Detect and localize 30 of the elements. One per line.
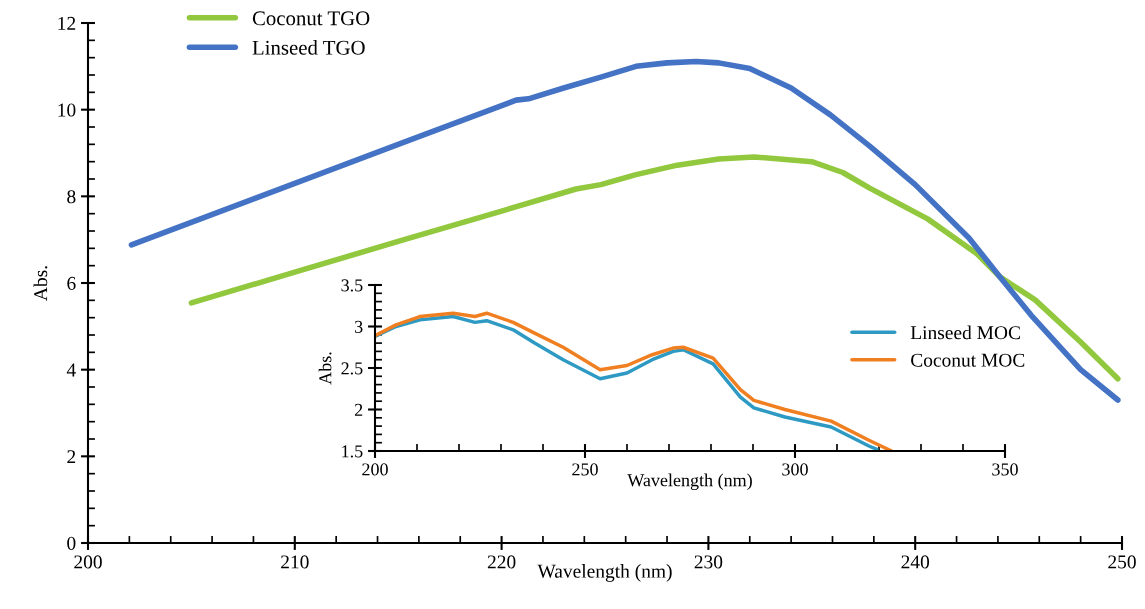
- x-tick-label: 240: [901, 555, 930, 569]
- y-tick-label: 4: [66, 363, 76, 377]
- y-tick-label: 8: [67, 190, 76, 204]
- y-tick-label: 3: [355, 320, 363, 333]
- x-tick-label: 300: [782, 463, 808, 476]
- x-tick-label: 210: [281, 555, 309, 569]
- y-tick-label: 2.5: [341, 362, 363, 375]
- y-tick-label: 3.5: [341, 279, 363, 292]
- x-axis-title: Wavelength (nm): [627, 473, 752, 491]
- x-tick-label: 220: [487, 555, 516, 569]
- x-tick-label: 200: [74, 555, 102, 569]
- legend-label: Coconut MOC: [911, 353, 1025, 367]
- y-tick-label: 2: [67, 450, 76, 464]
- legend-label: Linseed TGO: [252, 40, 365, 55]
- x-tick-label: 250: [1108, 555, 1136, 569]
- y-axis-title: Abs.: [318, 352, 332, 385]
- y-tick-label: 10: [58, 103, 76, 117]
- y-tick-label: 0: [67, 536, 76, 550]
- y-axis-title: Abs.: [33, 266, 48, 301]
- x-tick-label: 250: [572, 463, 598, 476]
- y-tick-label: 2: [354, 403, 363, 416]
- y-tick-label: 1.5: [342, 445, 363, 458]
- legend-label: Linseed MOC: [910, 325, 1020, 340]
- x-axis-title: Wavelength (nm): [537, 564, 672, 582]
- x-tick-label: 350: [992, 463, 1018, 476]
- y-tick-label: 12: [58, 16, 76, 30]
- x-tick-label: 200: [362, 463, 388, 476]
- x-tick-label: 230: [694, 555, 723, 569]
- legend-label: Coconut TGO: [252, 11, 370, 26]
- y-tick-label: 6: [67, 276, 76, 290]
